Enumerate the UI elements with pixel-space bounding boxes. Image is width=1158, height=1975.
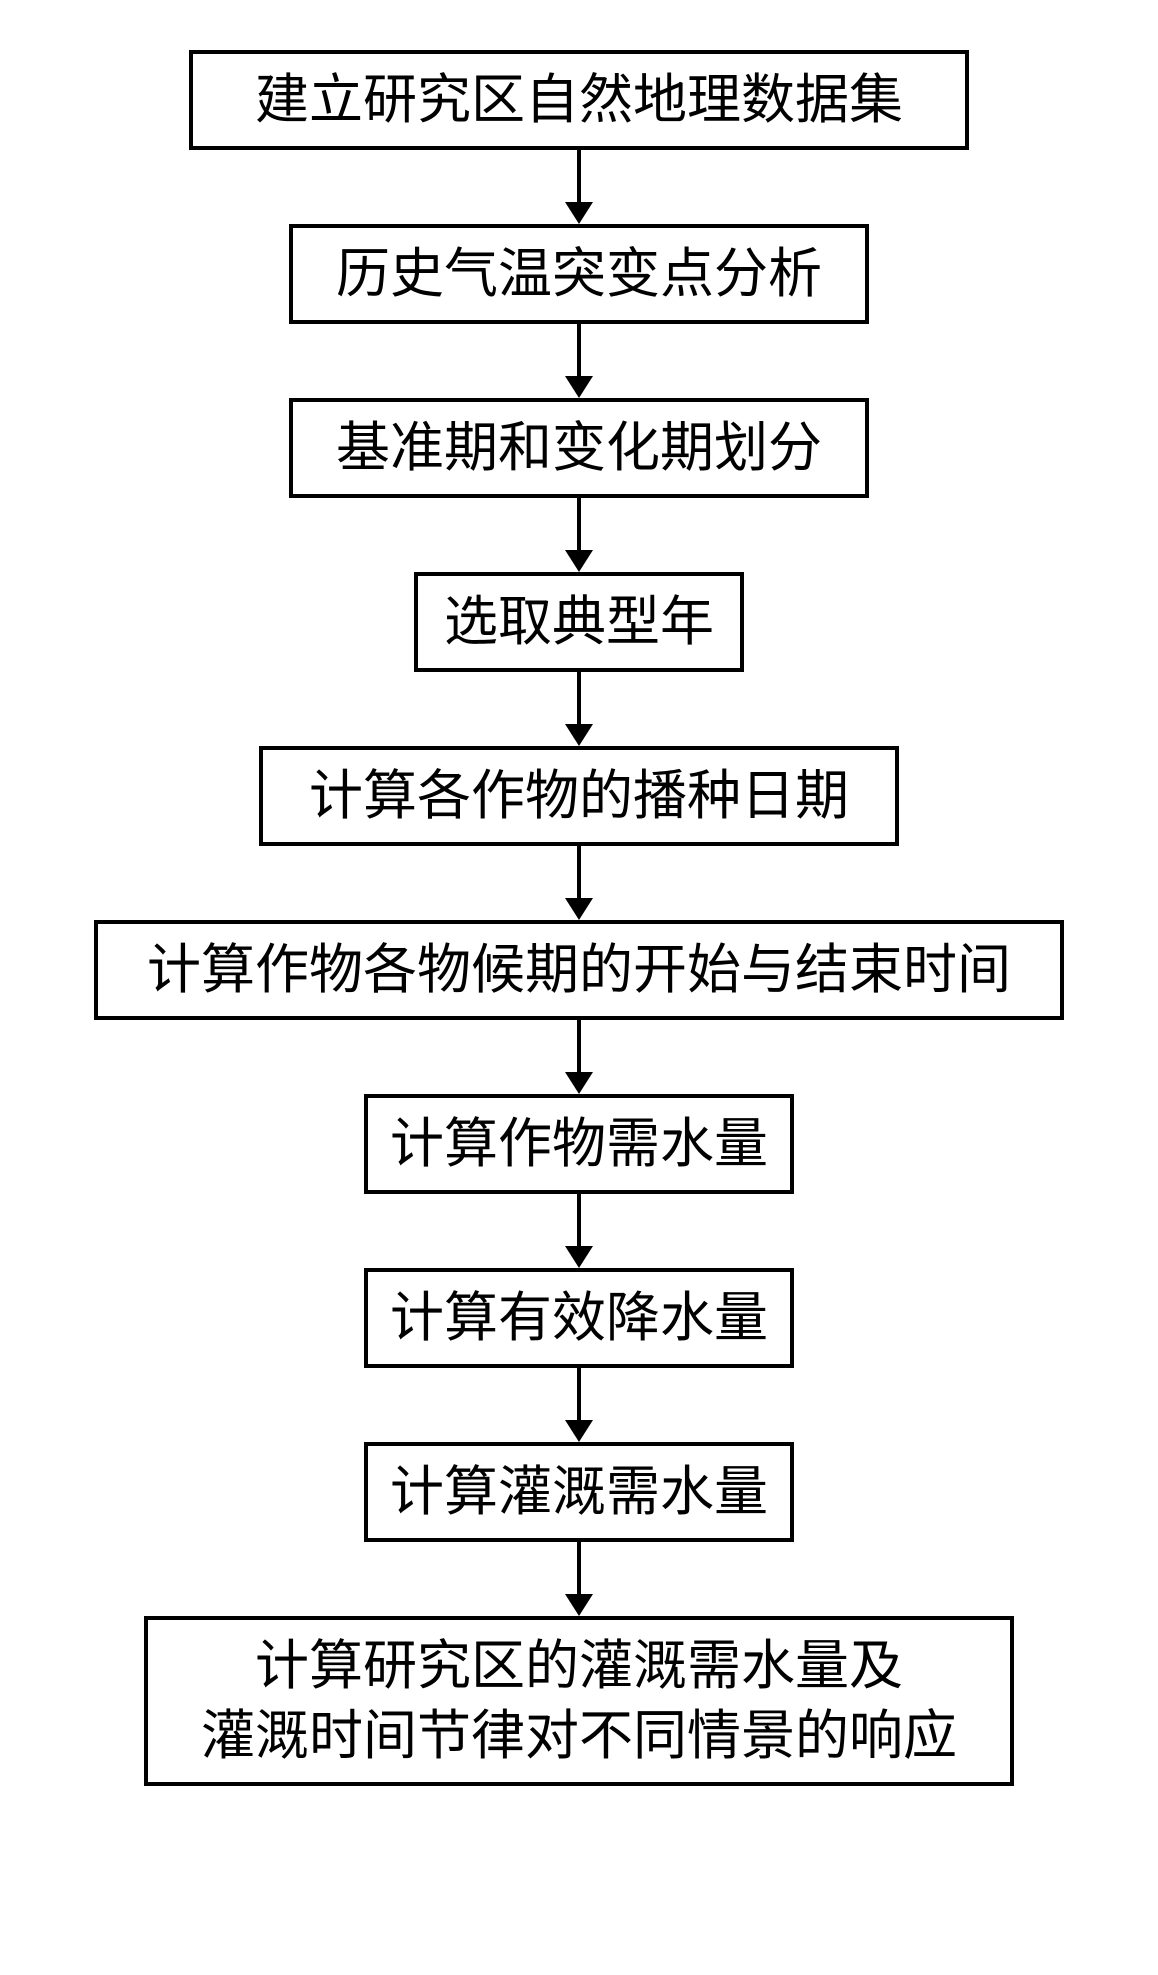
flowchart-node-label: 选取典型年	[444, 587, 714, 657]
flowchart-node-label: 计算各作物的播种日期	[309, 761, 849, 831]
flowchart-node-label: 计算有效降水量	[390, 1283, 768, 1353]
arrow-head-icon	[565, 1420, 593, 1442]
arrow-line	[577, 1020, 581, 1072]
flowchart-node: 历史气温突变点分析	[289, 224, 869, 324]
flowchart-node: 计算研究区的灌溉需水量及 灌溉时间节律对不同情景的响应	[144, 1616, 1014, 1786]
flowchart-node: 选取典型年	[414, 572, 744, 672]
flowchart-node-label: 基准期和变化期划分	[336, 413, 822, 483]
arrow-line	[577, 150, 581, 202]
arrow-line	[577, 1194, 581, 1246]
flowchart-node-label: 计算作物需水量	[390, 1109, 768, 1179]
flowchart-node: 建立研究区自然地理数据集	[189, 50, 969, 150]
flowchart-node-label: 计算灌溉需水量	[390, 1457, 768, 1527]
arrow-head-icon	[565, 550, 593, 572]
flowchart-node: 计算灌溉需水量	[364, 1442, 794, 1542]
flowchart-node-label: 历史气温突变点分析	[336, 239, 822, 309]
flowchart-node-label: 计算研究区的灌溉需水量及 灌溉时间节律对不同情景的响应	[201, 1631, 957, 1771]
arrow-head-icon	[565, 376, 593, 398]
flowchart-arrow	[565, 1194, 593, 1268]
arrow-head-icon	[565, 1072, 593, 1094]
arrow-head-icon	[565, 202, 593, 224]
flowchart-arrow	[565, 1542, 593, 1616]
flowchart-arrow	[565, 324, 593, 398]
arrow-line	[577, 498, 581, 550]
flowchart-arrow	[565, 498, 593, 572]
flowchart-arrow	[565, 672, 593, 746]
flowchart-arrow	[565, 1368, 593, 1442]
flowchart-node: 计算作物各物候期的开始与结束时间	[94, 920, 1064, 1020]
arrow-head-icon	[565, 1594, 593, 1616]
flowchart-node: 计算作物需水量	[364, 1094, 794, 1194]
flowchart-node-label: 计算作物各物候期的开始与结束时间	[147, 935, 1011, 1005]
flowchart-node: 计算各作物的播种日期	[259, 746, 899, 846]
arrow-line	[577, 324, 581, 376]
flowchart-arrow	[565, 150, 593, 224]
flowchart-container: 建立研究区自然地理数据集历史气温突变点分析基准期和变化期划分选取典型年计算各作物…	[94, 50, 1064, 1786]
flowchart-arrow	[565, 846, 593, 920]
flowchart-node-label: 建立研究区自然地理数据集	[255, 65, 903, 135]
arrow-head-icon	[565, 898, 593, 920]
arrow-line	[577, 672, 581, 724]
arrow-line	[577, 846, 581, 898]
arrow-line	[577, 1542, 581, 1594]
arrow-head-icon	[565, 1246, 593, 1268]
flowchart-node: 计算有效降水量	[364, 1268, 794, 1368]
flowchart-arrow	[565, 1020, 593, 1094]
arrow-line	[577, 1368, 581, 1420]
arrow-head-icon	[565, 724, 593, 746]
flowchart-node: 基准期和变化期划分	[289, 398, 869, 498]
